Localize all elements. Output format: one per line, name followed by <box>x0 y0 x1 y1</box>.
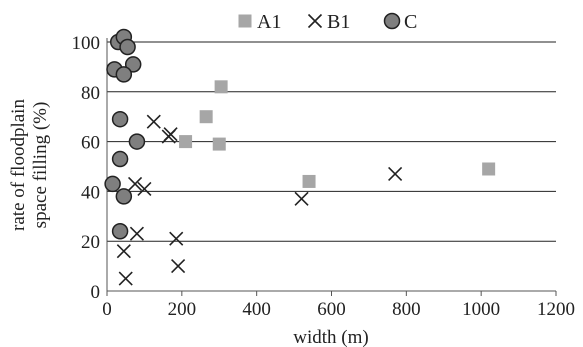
point-c-8 <box>111 150 129 168</box>
point-c-6 <box>111 110 129 128</box>
legend: A1 B1 C <box>238 11 417 33</box>
point-c-7 <box>128 133 146 150</box>
point-b1-4 <box>137 181 152 196</box>
y-tick-label-100: 100 <box>72 33 101 54</box>
point-b1-10 <box>118 271 133 286</box>
series-b1 <box>116 114 403 286</box>
point-c-11 <box>111 222 129 240</box>
series-a1 <box>179 80 496 188</box>
x-axis-ticks: 0 200 400 600 800 1000 1200 <box>102 291 575 320</box>
point-b1-0 <box>146 114 161 129</box>
point-b1-11 <box>171 259 186 274</box>
y-axis-title-line-1: rate of floodplain <box>8 99 29 231</box>
x-tick-label-600: 600 <box>317 299 346 320</box>
x-tick-label-400: 400 <box>242 299 271 320</box>
legend-label-c: C <box>404 11 417 33</box>
point-a1-5 <box>482 162 496 176</box>
point-a1-0 <box>214 80 228 94</box>
legend-item-c: C <box>383 11 417 33</box>
legend-marker-a1 <box>238 14 252 28</box>
legend-item-b1: B1 <box>307 11 350 33</box>
point-b1-8 <box>129 226 144 241</box>
y-tick-label-60: 60 <box>81 133 100 154</box>
point-b1-3 <box>127 176 143 191</box>
point-a1-1 <box>199 110 213 124</box>
y-axis-title-line-2: space filling (%) <box>30 102 51 229</box>
point-c-4 <box>124 56 142 73</box>
y-tick-label-20: 20 <box>81 232 100 253</box>
point-b1-5 <box>294 191 309 206</box>
legend-label-b1: B1 <box>327 11 350 33</box>
legend-item-a1: A1 <box>238 11 281 33</box>
x-tick-label-1000: 1000 <box>462 299 500 320</box>
data-points <box>104 28 496 286</box>
x-tick-label-800: 800 <box>392 299 421 320</box>
y-axis-ticks: 0 20 40 60 80 100 <box>72 33 101 303</box>
point-b1-2 <box>163 127 178 142</box>
y-tick-label-40: 40 <box>81 182 100 203</box>
x-tick-label-0: 0 <box>102 299 112 320</box>
legend-marker-c <box>383 12 401 30</box>
point-a1-2 <box>179 135 193 149</box>
point-c-9 <box>104 175 121 193</box>
point-a1-3 <box>212 137 226 151</box>
y-axis-title: rate of floodplain space filling (%) <box>8 99 51 231</box>
point-c-2 <box>119 38 136 56</box>
point-b1-7 <box>116 244 131 259</box>
x-tick-label-200: 200 <box>168 299 197 320</box>
series-c <box>104 28 146 240</box>
point-c-10 <box>115 188 133 205</box>
y-tick-label-0: 0 <box>91 282 101 303</box>
point-c-5 <box>115 66 133 83</box>
y-tick-label-80: 80 <box>81 83 100 104</box>
legend-label-a1: A1 <box>257 11 281 33</box>
point-b1-6 <box>388 166 403 182</box>
point-a1-4 <box>302 174 316 188</box>
legend-marker-b1 <box>307 13 323 29</box>
x-axis-title: width (m) <box>293 327 368 347</box>
point-b1-9 <box>169 231 184 246</box>
x-tick-label-1200: 1200 <box>537 299 575 320</box>
